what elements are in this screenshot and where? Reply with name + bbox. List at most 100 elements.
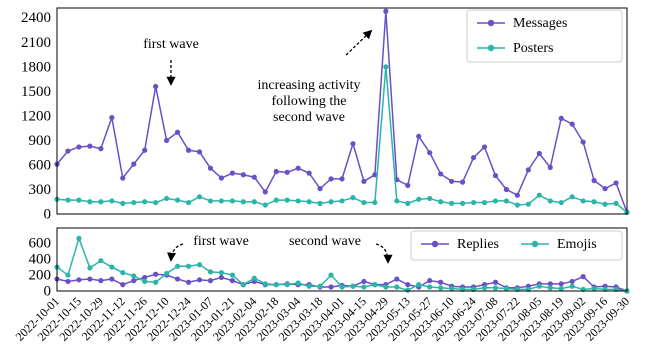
data-point xyxy=(394,276,400,282)
data-point xyxy=(218,270,225,276)
data-point xyxy=(416,133,422,139)
legend-label: Emojis xyxy=(557,237,597,252)
data-point xyxy=(394,284,400,290)
data-point xyxy=(372,282,378,288)
data-point xyxy=(196,277,203,283)
data-point xyxy=(427,150,433,156)
data-point xyxy=(229,198,235,204)
annotation-arrow xyxy=(345,29,373,56)
data-point xyxy=(306,199,312,205)
legend-box xyxy=(466,9,623,63)
data-point xyxy=(372,199,378,206)
data-point xyxy=(131,278,137,284)
data-point xyxy=(262,281,268,287)
legend-label: Replies xyxy=(457,237,499,252)
data-point xyxy=(65,148,71,154)
data-point xyxy=(251,174,257,180)
data-point xyxy=(218,274,225,281)
data-point xyxy=(164,137,170,144)
data-point xyxy=(164,195,170,202)
y-tick-label: 900 xyxy=(29,133,52,149)
data-point xyxy=(251,199,257,205)
data-point xyxy=(240,199,246,205)
data-point xyxy=(536,150,542,157)
y-tick-label: 200 xyxy=(29,267,52,283)
data-point xyxy=(174,276,181,282)
data-point xyxy=(109,276,115,282)
data-point xyxy=(569,283,575,289)
data-point xyxy=(87,276,93,282)
data-point xyxy=(251,275,257,281)
data-point xyxy=(164,270,170,277)
annotation: second wave xyxy=(289,234,361,249)
data-point xyxy=(142,274,148,281)
data-point xyxy=(87,199,93,205)
y-tick-label: 1500 xyxy=(21,84,51,100)
data-point xyxy=(207,198,214,204)
data-point xyxy=(492,172,499,179)
data-point xyxy=(109,264,115,270)
data-point xyxy=(98,146,104,152)
data-point xyxy=(65,278,71,285)
data-point xyxy=(229,170,235,176)
top-layer: 0 300 600 900 1200 1500 1800 2100 2400 first wave… xyxy=(13,7,632,344)
data-point xyxy=(361,284,367,290)
data-point xyxy=(153,279,159,285)
y-tick-label: 1800 xyxy=(21,59,51,75)
legend-marker xyxy=(487,19,495,27)
data-point xyxy=(185,147,192,153)
data-point xyxy=(525,201,531,207)
y-tick-label: 2400 xyxy=(21,10,51,26)
data-point xyxy=(120,282,126,288)
data-point xyxy=(481,144,488,150)
data-point xyxy=(98,199,104,205)
y-tick-label: 600 xyxy=(29,157,52,173)
data-point xyxy=(196,262,203,268)
data-point xyxy=(229,278,235,284)
data-point xyxy=(503,286,510,292)
data-point xyxy=(547,164,553,171)
data-point xyxy=(328,199,334,205)
annotation: first wave xyxy=(193,234,249,249)
data-point xyxy=(131,199,137,206)
data-point xyxy=(438,199,444,205)
data-point xyxy=(449,178,455,184)
data-point xyxy=(547,281,553,287)
data-point xyxy=(470,199,477,206)
data-point xyxy=(98,278,104,284)
data-point xyxy=(569,278,575,285)
data-point xyxy=(174,129,181,135)
data-point xyxy=(416,196,422,202)
data-point xyxy=(514,192,520,198)
data-point xyxy=(218,175,225,181)
y-tick-label: 2100 xyxy=(21,35,51,51)
annotation-arrow xyxy=(167,243,184,262)
data-point xyxy=(525,167,531,173)
legend-marker xyxy=(431,240,439,248)
data-point xyxy=(350,283,356,289)
data-point xyxy=(295,198,301,204)
data-point xyxy=(383,284,389,290)
annotation-arrow xyxy=(375,243,393,264)
data-point xyxy=(306,283,312,289)
data-point xyxy=(602,186,608,192)
data-point xyxy=(207,269,214,275)
y-tick-label: 400 xyxy=(29,252,52,268)
data-point xyxy=(580,198,586,204)
data-point xyxy=(328,272,334,278)
annotation: first wave xyxy=(143,37,199,52)
data-point xyxy=(262,202,268,208)
data-point xyxy=(196,194,203,200)
data-point xyxy=(503,198,510,204)
data-point xyxy=(98,258,104,264)
data-point xyxy=(109,114,115,121)
data-point xyxy=(580,139,586,145)
data-point xyxy=(547,285,553,291)
data-point xyxy=(405,282,411,288)
data-point xyxy=(284,197,290,203)
data-point xyxy=(449,200,455,206)
data-point xyxy=(131,161,137,167)
data-point xyxy=(405,200,411,206)
data-point xyxy=(459,179,466,185)
data-point xyxy=(558,286,564,292)
